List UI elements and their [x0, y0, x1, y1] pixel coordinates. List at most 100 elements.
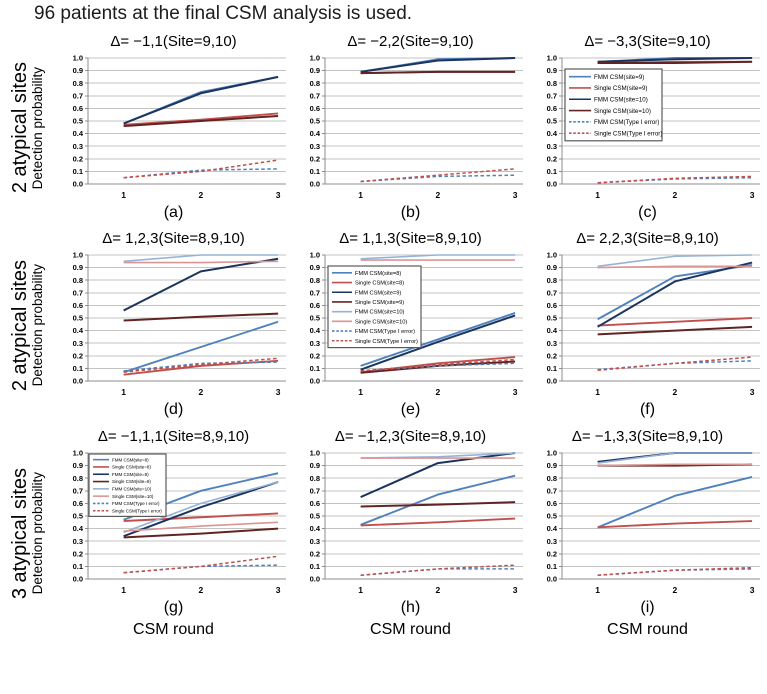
svg-text:FMM CSM(site=9): FMM CSM(site=9): [112, 472, 149, 477]
chart-g-title: Δ= −1,1,1(Site=8,9,10): [97, 427, 250, 445]
svg-text:0.8: 0.8: [546, 276, 556, 285]
gridlines: [321, 452, 523, 580]
svg-text:0.7: 0.7: [309, 289, 319, 298]
series-line-single-csm-site-10-: [123, 260, 278, 264]
svg-text:0.5: 0.5: [72, 314, 82, 323]
chart-c-title: Δ= −3,3(Site=9,10): [584, 33, 711, 50]
series-line-fmm-csm-site-9-: [596, 261, 752, 329]
series-line-single-csm-site-10-: [597, 265, 752, 269]
svg-text:0.4: 0.4: [309, 524, 320, 533]
svg-text:0.2: 0.2: [309, 352, 319, 361]
chart-b-plot: 1.0 0.9 0.8 0.7 0.6 0.5 0.4 0.3 0.2 0.1 0.0 1 2 3: [309, 54, 523, 200]
series-line-single-csm-type-i-error-: [597, 356, 752, 372]
chart-f: Δ= 2,2,3(Site=8,9,10) 1.0 0.9 0.8 0.7 0.6 0.5 0…: [529, 230, 766, 419]
chart-row-1: 2 atypical sites Detection probability Δ= …: [0, 33, 767, 222]
svg-text:0.7: 0.7: [546, 91, 556, 100]
series-line-fmm-csm-site-10-: [360, 254, 515, 260]
series-lines: [122, 472, 278, 574]
y-axis-label-detection-probability: Detection probability: [30, 472, 46, 595]
svg-text:0.7: 0.7: [72, 486, 82, 495]
series-line-fmm-csm-site-8-: [596, 475, 752, 529]
series-line-single-csm-site-10-: [123, 114, 278, 128]
svg-text:0.6: 0.6: [309, 301, 319, 310]
row-cells-2: Δ= 1,2,3(Site=8,9,10) 1.0 0.9 0.8 0.7 0.6 0.5 0…: [55, 230, 767, 419]
x-tick-labels: 1 2 3: [358, 387, 517, 397]
series-line-single-csm-site-10-: [360, 70, 515, 75]
svg-text:1.0: 1.0: [546, 54, 556, 63]
svg-text:1.0: 1.0: [72, 251, 82, 260]
series-line-fmm-csm-site-8-: [122, 321, 278, 374]
svg-text:0.8: 0.8: [72, 276, 82, 285]
series-line-fmm-csm-site-10-: [597, 451, 752, 464]
svg-text:0.6: 0.6: [546, 301, 556, 310]
series-lines: [122, 254, 278, 377]
chart-e: Δ= 1,1,3(Site=8,9,10) 1.0 0.9 0.8 0.7 0.6 0.5 0…: [292, 230, 529, 419]
row-side-labels-3: 3 atypical sites Detection probability: [0, 428, 55, 640]
svg-text:3: 3: [749, 387, 754, 397]
svg-text:0.9: 0.9: [546, 264, 556, 273]
y-tick-labels: 1.0 0.9 0.8 0.7 0.6 0.5 0.4 0.3 0.2 0.1 0.0: [546, 251, 557, 386]
svg-text:0.5: 0.5: [546, 511, 556, 520]
svg-text:2: 2: [435, 190, 440, 200]
chart-f-plot: 1.0 0.9 0.8 0.7 0.6 0.5 0.4 0.3 0.2 0.1 0.0 1 2 3: [546, 251, 760, 397]
svg-text:1: 1: [358, 190, 363, 200]
svg-text:0.9: 0.9: [72, 461, 82, 470]
y-tick-labels: 1.0 0.9 0.8 0.7 0.6 0.5 0.4 0.3 0.2 0.1 0.0: [309, 54, 320, 189]
svg-text:0.6: 0.6: [72, 499, 82, 508]
svg-text:0.7: 0.7: [72, 289, 82, 298]
series-line-single-csm-site-10-: [597, 60, 752, 65]
legend-box: FMM CSM(site=8) Single CSM(site=8) FMM CSM…: [326, 265, 422, 349]
chart-i-title: Δ= −1,3,3(Site=8,9,10): [571, 427, 724, 445]
svg-text:FMM CSM(Type I error): FMM CSM(Type I error): [594, 119, 659, 126]
svg-text:0.8: 0.8: [309, 79, 319, 88]
svg-text:0.0: 0.0: [546, 377, 556, 386]
gridlines: [321, 57, 523, 185]
legend-box: FMM CSM(site=8) Single CSM(site=8) FMM CSM…: [87, 453, 167, 517]
series-line-fmm-csm-site-9-: [122, 480, 278, 537]
row-side-labels-1: 2 atypical sites Detection probability: [0, 33, 55, 222]
svg-text:0.1: 0.1: [309, 562, 319, 571]
charts-grid: 2 atypical sites Detection probability Δ= …: [0, 33, 767, 639]
figure-caption: 96 patients at the final CSM analysis is…: [34, 3, 413, 24]
series-line-fmm-csm-type-i-error-: [360, 567, 515, 576]
series-line-fmm-csm-site-8-: [359, 312, 515, 368]
svg-text:1: 1: [595, 585, 600, 595]
series-line-single-csm-site-9-: [360, 500, 515, 508]
svg-text:0.1: 0.1: [309, 364, 319, 373]
row-label-atypical-sites: 3 atypical sites: [9, 467, 32, 600]
svg-text:0.2: 0.2: [309, 549, 319, 558]
series-line-fmm-csm-site-10-: [123, 254, 278, 263]
svg-text:1: 1: [121, 387, 126, 397]
y-tick-labels: 1.0 0.9 0.8 0.7 0.6 0.5 0.4 0.3 0.2 0.1 0.0: [72, 54, 83, 189]
svg-text:0.1: 0.1: [72, 364, 82, 373]
y-tick-labels: 1.0 0.9 0.8 0.7 0.6 0.5 0.4 0.3 0.2 0.1 0.0: [546, 54, 557, 189]
svg-text:2: 2: [435, 585, 440, 595]
svg-text:Single CSM(site=9): Single CSM(site=9): [355, 300, 404, 306]
svg-text:FMM CSM(Type I error): FMM CSM(Type I error): [355, 329, 415, 335]
svg-text:0.7: 0.7: [546, 486, 556, 495]
svg-text:0.8: 0.8: [72, 79, 82, 88]
svg-text:0.3: 0.3: [72, 142, 82, 151]
svg-text:Single CSM(site=10): Single CSM(site=10): [112, 494, 154, 499]
chart-a: Δ= −1,1(Site=9,10) 1.0 0.9 0.8 0.7 0.6 0.5 0.4 0…: [55, 33, 292, 222]
svg-text:1: 1: [121, 190, 126, 200]
chart-d-plot: 1.0 0.9 0.8 0.7 0.6 0.5 0.4 0.3 0.2 0.1 0.0 1 2 3: [72, 251, 286, 397]
svg-text:0.0: 0.0: [72, 377, 82, 386]
chart-c: Δ= −3,3(Site=9,10) 1.0 0.9 0.8 0.7 0.6 0.5 0.4 0…: [529, 33, 766, 222]
svg-text:0.7: 0.7: [72, 91, 82, 100]
svg-text:0.5: 0.5: [309, 117, 319, 126]
svg-text:1.0: 1.0: [72, 448, 82, 457]
svg-text:1.0: 1.0: [309, 54, 319, 63]
svg-text:FMM CSM(site=10): FMM CSM(site=10): [112, 486, 152, 491]
svg-text:2: 2: [198, 190, 203, 200]
svg-text:2: 2: [198, 585, 203, 595]
svg-text:0.6: 0.6: [546, 499, 556, 508]
svg-text:0.9: 0.9: [72, 66, 82, 75]
svg-text:0.3: 0.3: [309, 537, 319, 546]
svg-text:Single CSM(site=8): Single CSM(site=8): [112, 464, 151, 469]
svg-text:Single CSM(site=10): Single CSM(site=10): [355, 320, 407, 326]
svg-text:1.0: 1.0: [309, 448, 319, 457]
svg-text:1.0: 1.0: [72, 54, 82, 63]
svg-text:FMM CSM(site=9): FMM CSM(site=9): [355, 291, 401, 297]
series-lines: [122, 75, 278, 179]
